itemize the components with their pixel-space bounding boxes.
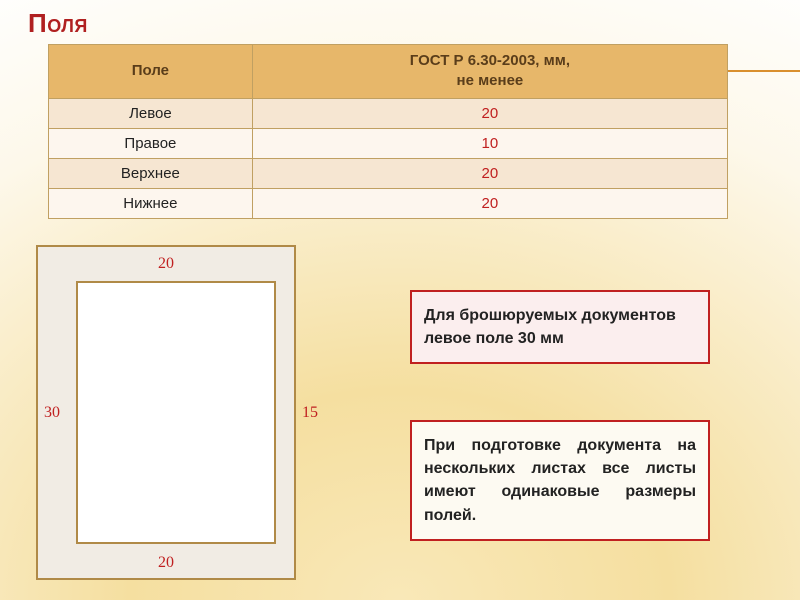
cell-name: Правое (49, 128, 253, 158)
table-row: Правое 10 (49, 128, 728, 158)
inner-rectangle (76, 281, 276, 544)
margins-table: Поле ГОСТ Р 6.30-2003, мм, не менее Лево… (48, 44, 728, 219)
diagram-label-top: 20 (38, 255, 294, 273)
table-row: Нижнее 20 (49, 188, 728, 218)
cell-name: Верхнее (49, 158, 253, 188)
note-brochure: Для брошюруемых документов левое поле 30… (410, 290, 710, 364)
cell-value: 20 (252, 188, 727, 218)
table-header-field: Поле (49, 45, 253, 99)
cell-name: Нижнее (49, 188, 253, 218)
page-title: Поля (28, 8, 88, 39)
table-row: Левое 20 (49, 98, 728, 128)
note-multipage: При подготовке документа на нескольких л… (410, 420, 710, 541)
diagram-label-bottom: 20 (38, 554, 294, 572)
cell-value: 20 (252, 158, 727, 188)
cell-name: Левое (49, 98, 253, 128)
diagram-label-left: 30 (44, 404, 60, 422)
cell-value: 10 (252, 128, 727, 158)
page-margins-diagram: 20 20 30 15 (36, 245, 296, 580)
diagram-label-right: 15 (302, 404, 318, 422)
cell-value: 20 (252, 98, 727, 128)
table-row: Верхнее 20 (49, 158, 728, 188)
table-header-gost: ГОСТ Р 6.30-2003, мм, не менее (252, 45, 727, 99)
